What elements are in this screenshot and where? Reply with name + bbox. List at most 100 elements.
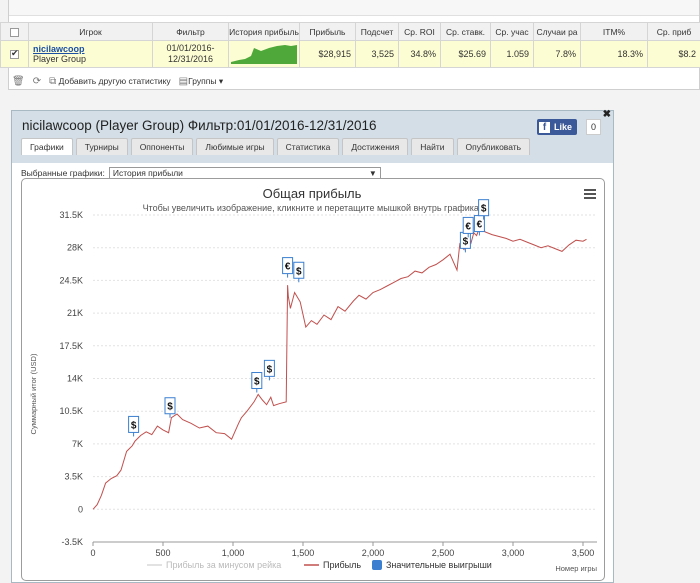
big-win-symbol: $: [481, 204, 487, 215]
col-header[interactable]: Ср. ставк.: [440, 22, 491, 41]
close-icon[interactable]: ✖: [602, 109, 611, 120]
profit-sparkline: [231, 45, 297, 64]
series-line: [92, 224, 587, 510]
col-header[interactable]: Прибыль: [299, 22, 356, 41]
col-header[interactable]: Ср. приб: [647, 22, 700, 41]
col-header[interactable]: Подсчет: [355, 22, 399, 41]
big-win-symbol: €: [285, 262, 291, 273]
big-win-marker: $: [128, 415, 140, 437]
stats-window: nicilawcoop (Player Group) Фильтр:01/01/…: [11, 109, 614, 583]
x-tick-label: 500: [155, 548, 170, 558]
tab-find[interactable]: Найти: [411, 138, 454, 155]
tab-charts[interactable]: Графики: [21, 138, 73, 155]
legend-item[interactable]: Значительные выигрыши: [386, 560, 492, 570]
profit-chart[interactable]: Общая прибыль Чтобы увеличить изображени…: [22, 179, 605, 581]
window-title: nicilawcoop (Player Group) Фильтр:01/01/…: [22, 118, 377, 133]
col-header[interactable]: Фильтр: [152, 22, 229, 41]
big-win-marker: €: [462, 216, 474, 238]
x-tick-label: 3,500: [572, 548, 595, 558]
sparkline-cell: [228, 40, 300, 68]
y-axis-label: Суммарный итог (USD): [29, 353, 38, 434]
refresh-icon[interactable]: ⟳: [32, 75, 42, 87]
x-axis-label: Номер игры: [555, 564, 597, 573]
big-win-symbol: $: [167, 402, 173, 413]
row-checkbox[interactable]: [0, 40, 29, 68]
roi-cell: 34.8%: [398, 40, 441, 68]
table-header-row: Игрок Фильтр История прибыль Прибыль Под…: [0, 22, 700, 41]
y-tick-label: 0: [78, 504, 83, 514]
add-stats-button[interactable]: ⧉ Добавить другую статистику: [49, 76, 171, 87]
facebook-icon: f: [539, 121, 550, 133]
filter-label: Выбранные графики:: [21, 168, 105, 178]
chart-gridlines: [93, 214, 597, 543]
col-header[interactable]: История прибыль: [228, 22, 300, 41]
big-win-symbol: $: [267, 364, 273, 375]
table-toolbar: 🗑 ⟳ ⧉ Добавить другую статистику ▤Группы…: [12, 74, 223, 88]
tab-opponents[interactable]: Оппоненты: [130, 138, 194, 155]
y-tick-label: 28K: [67, 243, 83, 253]
tab-publish[interactable]: Опубликовать: [456, 138, 531, 155]
legend-item[interactable]: Прибыль за минусом рейка: [166, 560, 281, 570]
player-cell[interactable]: nicilawcoop Player Group: [28, 40, 153, 68]
big-win-flag: [282, 257, 294, 275]
chart-subtitle: Чтобы увеличить изображение, кликните и …: [143, 203, 482, 213]
chart-series: [92, 224, 587, 510]
big-win-symbol: $: [463, 236, 469, 247]
x-tick-label: 2,000: [362, 548, 385, 558]
filter-cell: 01/01/2016-12/31/2016: [152, 40, 229, 68]
table-row[interactable]: nicilawcoop Player Group 01/01/2016-12/3…: [0, 40, 700, 68]
col-header[interactable]: Ср. учас: [490, 22, 534, 41]
col-header[interactable]: Случаи ра: [533, 22, 581, 41]
window-tabs: Графики Турниры Оппоненты Любимые игры С…: [21, 138, 531, 155]
big-win-symbol: €: [465, 221, 471, 232]
select-all-checkbox[interactable]: [0, 22, 29, 41]
legend-swatch: [372, 560, 382, 570]
count-cell: 3,525: [355, 40, 399, 68]
chart-container[interactable]: Общая прибыль Чтобы увеличить изображени…: [21, 178, 605, 581]
big-win-flag: [293, 261, 305, 279]
groups-button[interactable]: ▤Группы ▾: [179, 76, 223, 87]
chart-markers: $ $ $ $ € $ $ € € $: [128, 199, 490, 437]
chevron-down-icon: ▾: [218, 75, 224, 86]
add-stats-label: Добавить другую статистику: [58, 75, 171, 86]
itm-cell: 18.3%: [580, 40, 648, 68]
trash-icon[interactable]: 🗑: [12, 75, 25, 87]
col-header[interactable]: Ср. ROI: [398, 22, 441, 41]
groups-label: Группы: [188, 75, 217, 86]
big-win-marker: €: [282, 257, 294, 278]
y-tick-label: -3.5K: [61, 537, 83, 547]
tab-achievements[interactable]: Достижения: [342, 138, 409, 155]
big-win-marker: $: [459, 231, 471, 253]
big-win-symbol: $: [254, 377, 260, 388]
y-tick-label: 3.5K: [64, 472, 83, 482]
big-win-symbol: $: [131, 420, 137, 431]
avg-entrants-cell: 1.059: [490, 40, 534, 68]
window-header: nicilawcoop (Player Group) Фильтр:01/01/…: [12, 109, 613, 163]
add-stats-icon: ⧉: [49, 75, 57, 87]
x-tick-label: 1,000: [222, 548, 245, 558]
big-win-flag: [462, 216, 474, 234]
x-tick-label: 3,000: [502, 548, 525, 558]
x-tick-label: 2,500: [432, 548, 455, 558]
chart-select-value: История прибыли: [112, 168, 183, 178]
x-tick-label: 0: [90, 548, 95, 558]
y-tick-label: 21K: [67, 308, 83, 318]
chevron-down-icon: ▼: [368, 169, 377, 178]
big-win-marker: $: [164, 397, 176, 418]
big-win-marker: €: [473, 215, 485, 236]
menu-icon[interactable]: [584, 189, 596, 201]
tab-favorite-games[interactable]: Любимые игры: [196, 138, 274, 155]
like-label: Like: [554, 122, 573, 132]
chart-legend: Прибыль за минусом рейка Прибыль Значите…: [147, 560, 492, 570]
big-win-marker: $: [293, 261, 305, 283]
cases-cell: 7.8%: [533, 40, 581, 68]
col-header[interactable]: Игрок: [28, 22, 153, 41]
col-header[interactable]: ITM%: [580, 22, 648, 41]
facebook-like-button[interactable]: f Like: [537, 119, 578, 135]
tab-tournaments[interactable]: Турниры: [75, 138, 128, 155]
profit-cell: $28,915: [299, 40, 356, 68]
groups-icon: ▤: [178, 75, 189, 87]
legend-item[interactable]: Прибыль: [323, 560, 361, 570]
player-name-link[interactable]: nicilawcoop: [33, 44, 85, 54]
tab-statistics[interactable]: Статистика: [276, 138, 340, 155]
